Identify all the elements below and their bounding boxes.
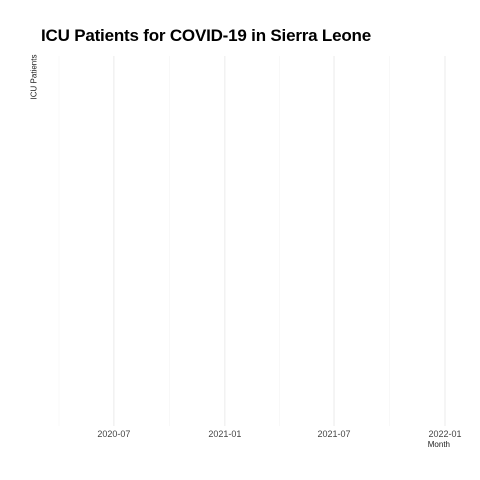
x-tick-label: 2021-07 bbox=[318, 429, 351, 439]
x-tick-label: 2020-07 bbox=[97, 429, 130, 439]
x-axis-label: Month bbox=[427, 440, 450, 449]
x-tick-label: 2022-01 bbox=[428, 429, 461, 439]
grid-lines bbox=[58, 56, 446, 426]
x-axis-ticks: 2020-07 2021-01 2021-07 2022-01 bbox=[97, 429, 461, 439]
chart-title: ICU Patients for COVID-19 in Sierra Leon… bbox=[41, 26, 371, 45]
x-tick-label: 2021-01 bbox=[208, 429, 241, 439]
